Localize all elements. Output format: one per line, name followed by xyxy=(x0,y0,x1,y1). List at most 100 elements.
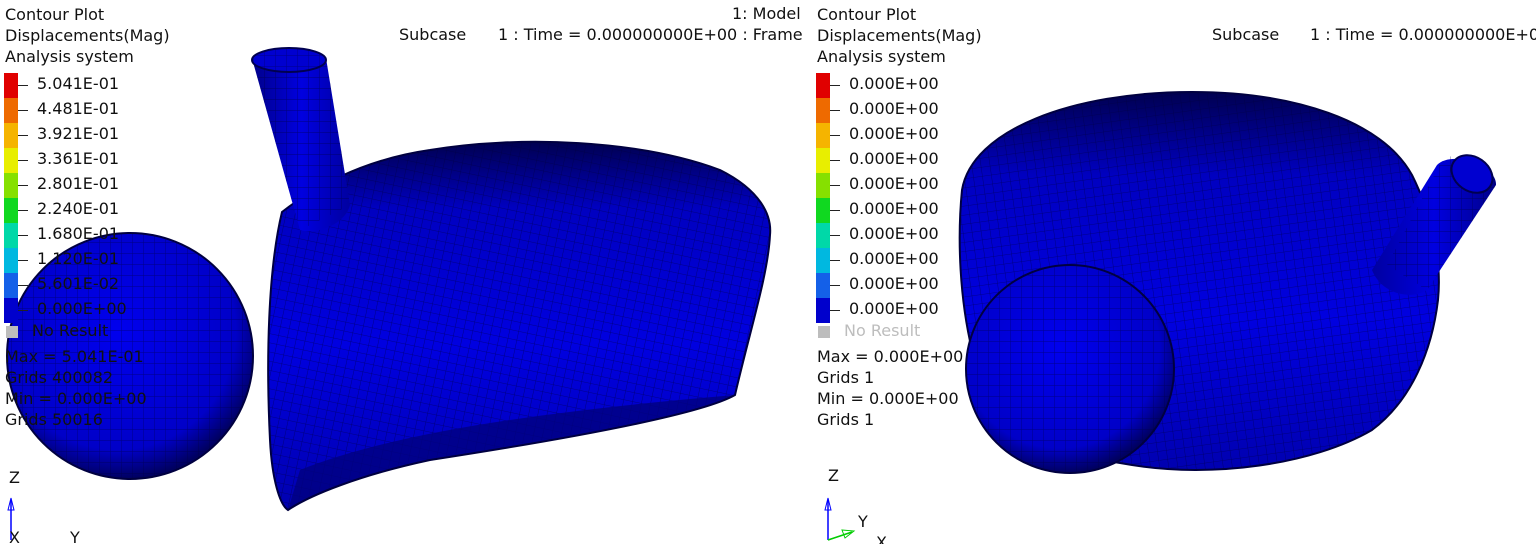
legend-value: 0.000E+00 xyxy=(849,274,939,293)
legend-value: 3.921E-01 xyxy=(37,124,120,143)
title-line: Contour Plot xyxy=(5,5,105,24)
max-value: Max = 0.000E+00 xyxy=(817,347,964,366)
subcase-value: 1 : Time = 0.000000000E+00 : Frame 1 xyxy=(498,25,808,44)
legend-tick xyxy=(830,210,840,211)
legend-value: 2.240E-01 xyxy=(37,199,120,218)
legend-tick xyxy=(18,85,28,86)
legend-tick xyxy=(830,135,840,136)
legend-swatch xyxy=(816,248,830,273)
legend-value: 5.601E-02 xyxy=(37,274,120,293)
legend-swatch xyxy=(4,73,18,98)
axis-y-label: Y xyxy=(70,528,80,544)
legend-tick xyxy=(830,235,840,236)
axis-triad-left xyxy=(7,497,15,540)
no-result-swatch xyxy=(818,325,830,338)
axis-x-label: X xyxy=(876,533,887,544)
model-label: 1: Model xyxy=(732,4,801,23)
legend-tick xyxy=(18,160,28,161)
legend-value: 5.041E-01 xyxy=(37,74,120,93)
legend-swatch xyxy=(816,273,830,298)
model-view-left[interactable] xyxy=(0,0,808,544)
legend-value: 0.000E+00 xyxy=(849,124,939,143)
axis-triad-right xyxy=(824,497,856,541)
legend-value: 0.000E+00 xyxy=(849,299,939,318)
legend-swatch xyxy=(4,248,18,273)
min-grid: Grids 1 xyxy=(817,410,875,429)
legend-swatch xyxy=(4,273,18,298)
legend-value: 1.120E-01 xyxy=(37,249,120,268)
result-type-line: Displacements(Mag) xyxy=(5,26,170,45)
legend-tick xyxy=(830,185,840,186)
legend-tick xyxy=(830,160,840,161)
subcase-label: Subcase xyxy=(399,25,467,44)
min-value: Min = 0.000E+00 xyxy=(817,389,959,408)
club-shaft-mesh xyxy=(251,47,350,232)
legend-tick xyxy=(18,285,28,286)
plot-header-right: Contour Plot Displacements(Mag) Analysis… xyxy=(817,4,982,67)
legend-tick xyxy=(830,260,840,261)
no-result-label: No Result xyxy=(844,321,921,340)
max-value: Max = 5.041E-01 xyxy=(5,347,144,366)
max-grid: Grids 1 xyxy=(817,368,875,387)
legend-tick xyxy=(18,135,28,136)
legend-value: 0.000E+00 xyxy=(849,174,939,193)
axis-x-label: X xyxy=(9,528,20,544)
title-line: Contour Plot xyxy=(817,5,917,24)
legend-value: 0.000E+00 xyxy=(37,299,127,318)
axis-z-label: Z xyxy=(828,466,839,485)
legend-swatch xyxy=(816,148,830,173)
no-result-entry-right: No Result xyxy=(818,321,920,340)
legend-swatch xyxy=(4,98,18,123)
legend-tick xyxy=(18,210,28,211)
golf-ball-mesh xyxy=(6,232,254,480)
legend-swatch xyxy=(816,98,830,123)
legend-value: 0.000E+00 xyxy=(849,99,939,118)
legend-swatch xyxy=(4,223,18,248)
legend-tick xyxy=(18,310,28,311)
legend-tick xyxy=(18,235,28,236)
legend-swatch xyxy=(4,123,18,148)
system-line: Analysis system xyxy=(817,47,946,66)
subcase-value: 1 : Time = 0.000000000E+00 xyxy=(1310,25,1536,44)
legend-swatch xyxy=(4,148,18,173)
legend-swatch xyxy=(816,73,830,98)
viewport-left[interactable]: Contour Plot Displacements(Mag) Analysis… xyxy=(0,0,808,544)
legend-swatch xyxy=(816,123,830,148)
legend-tick xyxy=(830,85,840,86)
legend-swatch xyxy=(816,298,830,323)
legend-tick xyxy=(830,310,840,311)
legend-value: 0.000E+00 xyxy=(849,74,939,93)
no-result-label: No Result xyxy=(32,321,109,340)
legend-value: 0.000E+00 xyxy=(849,149,939,168)
legend-swatch xyxy=(816,223,830,248)
no-result-entry-left: No Result xyxy=(6,321,108,340)
legend-tick xyxy=(18,260,28,261)
min-grid: Grids 50016 xyxy=(5,410,103,429)
legend-value: 0.000E+00 xyxy=(849,249,939,268)
legend-value: 0.000E+00 xyxy=(849,224,939,243)
golf-ball-mesh xyxy=(965,264,1175,474)
legend-swatch xyxy=(816,173,830,198)
no-result-swatch xyxy=(6,325,18,338)
legend-value: 1.680E-01 xyxy=(37,224,120,243)
result-type-line: Displacements(Mag) xyxy=(817,26,982,45)
legend-value: 0.000E+00 xyxy=(849,199,939,218)
system-line: Analysis system xyxy=(5,47,134,66)
subcase-label: Subcase xyxy=(1212,25,1280,44)
legend-tick xyxy=(830,110,840,111)
axis-y-label: Y xyxy=(858,512,868,531)
plot-header-left: Contour Plot Displacements(Mag) Analysis… xyxy=(5,4,170,67)
legend-tick xyxy=(830,285,840,286)
viewport-right[interactable]: Contour Plot Displacements(Mag) Analysis… xyxy=(812,0,1536,544)
min-value: Min = 0.000E+00 xyxy=(5,389,147,408)
legend-swatch xyxy=(816,198,830,223)
max-grid: Grids 400082 xyxy=(5,368,114,387)
legend-value: 3.361E-01 xyxy=(37,149,120,168)
legend-tick xyxy=(18,185,28,186)
legend-swatch xyxy=(4,173,18,198)
model-view-right[interactable] xyxy=(812,0,1536,544)
axis-z-label: Z xyxy=(9,468,20,487)
stats-left: Max = 5.041E-01 Grids 400082 Min = 0.000… xyxy=(5,346,147,430)
legend-value: 2.801E-01 xyxy=(37,174,120,193)
legend-value: 4.481E-01 xyxy=(37,99,120,118)
